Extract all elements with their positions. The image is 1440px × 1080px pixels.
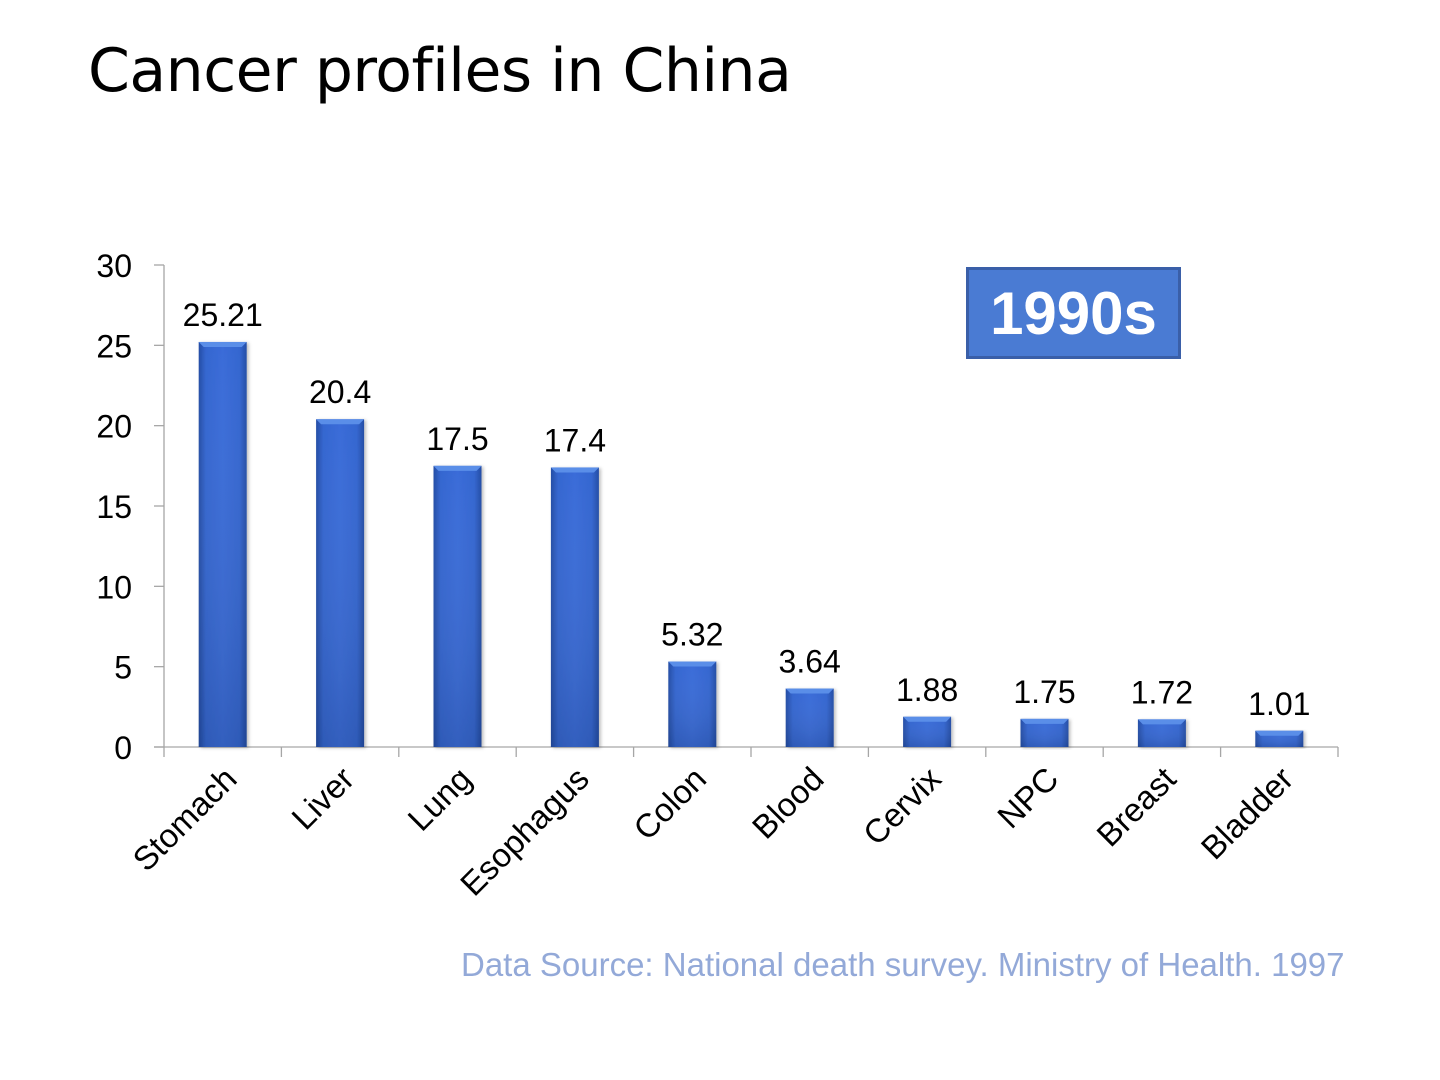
- page-title: Cancer profiles in China: [88, 36, 792, 106]
- bar-bevel: [433, 465, 482, 471]
- bar-shade: [785, 688, 834, 747]
- data-label: 1.72: [1131, 674, 1193, 710]
- y-tick-label: 20: [96, 409, 132, 445]
- data-label: 3.64: [779, 644, 841, 680]
- x-category-label: Colon: [626, 760, 713, 847]
- bar-shade: [903, 716, 952, 747]
- x-category-label: Blood: [745, 760, 831, 846]
- data-label: 1.01: [1248, 686, 1310, 722]
- bar-bevel: [1020, 718, 1069, 724]
- data-label: 17.5: [426, 421, 488, 457]
- data-labels: 25.21 Stomach 20.4 Liver 17.5 Lung 17.4 Esophag…: [125, 297, 1310, 903]
- bar-bevel: [1255, 730, 1304, 736]
- period-badge: 1990s: [966, 267, 1181, 359]
- x-category-label: Breast: [1089, 760, 1183, 854]
- bar-bevel: [316, 419, 365, 425]
- bar-shade: [433, 465, 482, 747]
- x-category-label: Stomach: [125, 760, 243, 878]
- x-category-label: Bladder: [1194, 760, 1301, 867]
- x-category-label: Liver: [284, 760, 361, 837]
- bar-bevel: [903, 716, 952, 722]
- y-tick-label: 30: [96, 248, 132, 284]
- bar: [550, 467, 599, 747]
- bar-bevel: [550, 467, 599, 473]
- bar: [433, 465, 482, 747]
- bar-shade: [668, 661, 717, 747]
- x-category-label: Esophagus: [453, 760, 596, 903]
- bar: [1255, 730, 1304, 747]
- bar-shade: [198, 341, 247, 747]
- bar-shade: [550, 467, 599, 747]
- bar: [785, 688, 834, 747]
- bar-shade: [316, 419, 365, 747]
- bars: [198, 341, 1304, 747]
- y-tick-label: 25: [96, 328, 132, 364]
- bar: [198, 341, 247, 747]
- bar: [1137, 719, 1186, 747]
- x-category-label: NPC: [990, 760, 1065, 835]
- y-tick-label: 0: [114, 730, 132, 766]
- x-category-label: Cervix: [856, 759, 949, 852]
- data-label: 1.75: [1013, 674, 1075, 710]
- y-tick-label: 15: [96, 489, 132, 525]
- data-label: 25.21: [183, 297, 263, 333]
- bar: [316, 419, 365, 747]
- axes: 0 5 10 15 20 25 30: [96, 248, 1339, 766]
- bar-bevel: [1137, 719, 1186, 725]
- bar-bevel: [668, 661, 717, 667]
- y-tick-label: 10: [96, 569, 132, 605]
- bar-bevel: [785, 688, 834, 694]
- bar-bevel: [198, 341, 247, 347]
- data-label: 1.88: [896, 672, 958, 708]
- y-tick-label: 5: [114, 650, 132, 686]
- bar: [903, 716, 952, 747]
- x-category-label: Lung: [400, 760, 478, 838]
- bar: [668, 661, 717, 747]
- bar: [1020, 718, 1069, 747]
- data-label: 17.4: [544, 422, 606, 458]
- data-label: 20.4: [309, 374, 371, 410]
- data-source-note: Data Source: National death survey. Mini…: [461, 946, 1345, 983]
- data-label: 5.32: [661, 617, 723, 653]
